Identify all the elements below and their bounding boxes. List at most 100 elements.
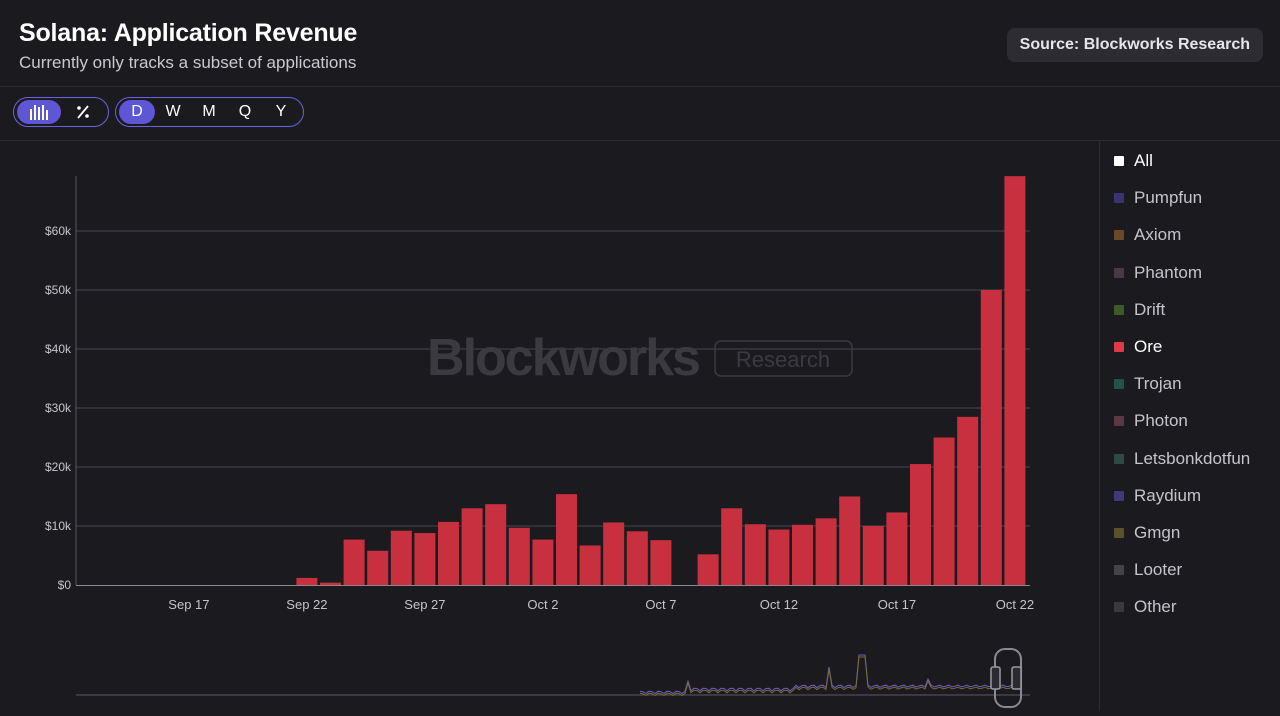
chart-controls: D W M Q Y	[0, 86, 1280, 141]
legend-item-trojan[interactable]: Trojan	[1114, 373, 1182, 395]
legend-label: Other	[1134, 597, 1177, 617]
legend-item-gmgn[interactable]: Gmgn	[1114, 522, 1180, 544]
legend-label: Raydium	[1134, 485, 1202, 505]
bar-oct-15	[839, 496, 861, 585]
bar-oct-4	[579, 545, 601, 585]
y-tick-label: $60k	[45, 224, 72, 238]
bar-oct-10	[721, 508, 743, 585]
axis-layer: $0 $10k $20k $30k $40k $50k $60k Sep 17 Sep 22 Se…	[45, 176, 1034, 612]
bar-view-button[interactable]	[17, 100, 61, 124]
bar-oct-5	[603, 522, 625, 585]
legend: All Pumpfun Axiom Phantom Drift Ore Trojan Phot…	[1099, 141, 1280, 711]
legend-label: Trojan	[1134, 374, 1182, 394]
bar-sep-24	[343, 539, 365, 585]
legend-swatch	[1114, 304, 1124, 315]
bar-sep-29	[461, 508, 483, 585]
x-tick-label: Oct 22	[996, 597, 1034, 612]
percent-icon	[77, 105, 89, 119]
bar-oct-7	[650, 540, 672, 585]
chart-subtitle: Currently only tracks a subset of applic…	[19, 53, 357, 72]
legend-item-letsbonkdotfun[interactable]: Letsbonkdotfun	[1114, 448, 1250, 470]
legend-label: Pumpfun	[1134, 188, 1203, 208]
bar-oct-1	[508, 527, 530, 585]
period-week-button[interactable]: W	[165, 103, 181, 120]
legend-label: Gmgn	[1134, 523, 1181, 542]
legend-swatch	[1114, 230, 1124, 241]
legend-swatch	[1114, 416, 1124, 427]
bar-oct-12	[768, 529, 790, 585]
y-tick-label: $50k	[45, 283, 72, 297]
period-year-button[interactable]: Y	[275, 103, 287, 120]
watermark-tag: Research	[736, 347, 830, 372]
brush-sparkline-secondary	[639, 656, 1019, 697]
bar-oct-16	[862, 526, 884, 585]
legend-item-drift[interactable]: Drift	[1114, 299, 1165, 321]
y-tick-label: $10k	[45, 519, 72, 533]
bar-oct-14	[815, 518, 837, 585]
x-tick-label: Oct 2	[527, 597, 558, 612]
x-tick-label: Oct 7	[645, 597, 676, 612]
bar-oct-22	[1004, 176, 1026, 585]
watermark: Blockworks Research	[427, 329, 853, 387]
bar-oct-2	[532, 539, 554, 585]
legend-label: Ore	[1134, 337, 1163, 356]
bar-oct-20	[957, 416, 979, 585]
legend-label: Drift	[1134, 299, 1166, 319]
legend-label: Axiom	[1134, 225, 1182, 245]
brush-sparkline	[639, 654, 1019, 695]
x-tick-label: Oct 17	[878, 597, 916, 612]
bars-layer	[296, 176, 1026, 585]
legend-item-other[interactable]: Other	[1114, 596, 1177, 618]
bar-oct-19	[933, 437, 955, 585]
bar-sep-28	[438, 521, 459, 585]
legend-item-looter[interactable]: Looter	[1114, 559, 1182, 581]
brush-handle-left	[990, 666, 1001, 690]
period-day-button[interactable]: D	[119, 100, 155, 124]
legend-label: Letsbonkdotfun	[1134, 448, 1251, 468]
legend-swatch	[1114, 528, 1124, 538]
legend-swatch	[1114, 602, 1124, 613]
percent-view-button[interactable]	[61, 100, 105, 124]
legend-swatch	[1114, 379, 1124, 390]
watermark-brand: Blockworks	[427, 329, 699, 387]
bar-sep-30	[485, 504, 507, 585]
legend-swatch	[1114, 342, 1124, 352]
chart-header: Solana: Application Revenue Currently on…	[0, 0, 1280, 87]
y-tick-label: $20k	[45, 460, 72, 474]
legend-item-pumpfun[interactable]: Pumpfun	[1114, 187, 1202, 209]
legend-swatch	[1114, 267, 1124, 278]
grid-layer	[76, 230, 1030, 527]
legend-item-ore[interactable]: Ore	[1114, 336, 1162, 358]
legend-swatch	[1114, 193, 1124, 204]
legend-swatch	[1114, 490, 1124, 501]
x-tick-label: Sep 22	[286, 597, 327, 612]
bar-oct-13	[792, 524, 813, 585]
legend-label: Phantom	[1134, 262, 1203, 282]
y-tick-label: $40k	[45, 342, 72, 356]
legend-label: Looter	[1134, 560, 1183, 580]
bar-sep-25	[367, 550, 389, 585]
source-button[interactable]: Source: Blockworks Research	[1006, 28, 1263, 62]
chart-area: Blockworks Research $0 $10k $20k $30k $40k $5…	[0, 141, 1099, 711]
period-month-button[interactable]: M	[202, 103, 216, 120]
x-tick-label: Oct 12	[760, 597, 798, 612]
legend-item-photon[interactable]: Photon	[1114, 410, 1188, 432]
legend-label: Photon	[1134, 411, 1188, 431]
y-tick-label: $0	[58, 578, 72, 592]
period-quarter-button[interactable]: Q	[238, 103, 252, 120]
bar-sep-27	[414, 533, 436, 585]
legend-item-raydium[interactable]: Raydium	[1114, 485, 1201, 507]
legend-item-axiom[interactable]: Axiom	[1114, 224, 1181, 246]
view-toggle	[13, 97, 109, 127]
range-brush[interactable]	[76, 648, 1030, 708]
x-tick-label: Sep 17	[168, 597, 209, 612]
legend-item-all[interactable]: All	[1114, 150, 1153, 172]
bar-oct-9	[697, 554, 719, 585]
chart-title: Solana: Application Revenue	[19, 19, 358, 47]
legend-swatch	[1114, 453, 1124, 464]
bar-oct-11	[744, 524, 766, 585]
legend-swatch	[1114, 565, 1124, 576]
legend-item-phantom[interactable]: Phantom	[1114, 262, 1202, 284]
bar-oct-3	[556, 494, 577, 585]
legend-swatch	[1114, 156, 1124, 166]
